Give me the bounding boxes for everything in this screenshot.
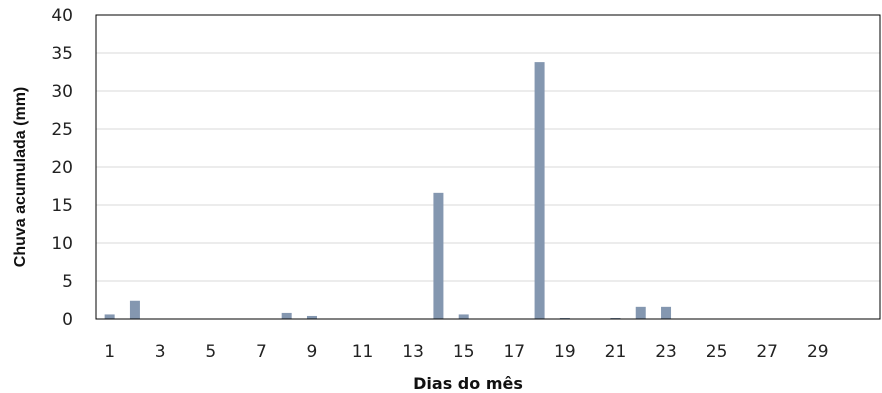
- y-tick-label: 25: [51, 120, 73, 140]
- plot-frame: [95, 14, 881, 320]
- x-tick-label: 13: [402, 342, 424, 362]
- bar-day-15: [458, 314, 469, 319]
- x-tick-label: 23: [655, 342, 677, 362]
- y-tick-label: 35: [51, 44, 73, 64]
- bar-day-18: [534, 62, 545, 320]
- y-tick-label: 15: [51, 196, 73, 216]
- y-tick-label: 10: [51, 234, 73, 254]
- x-tick-label: 27: [756, 342, 778, 362]
- y-axis-ticks: 0 5 10 15 20 25 30 35 40: [51, 6, 73, 330]
- x-tick-label: 7: [256, 342, 267, 362]
- bars: [104, 62, 672, 320]
- bar-day-14: [433, 192, 444, 319]
- bar-day-2: [129, 300, 140, 319]
- x-tick-label: 3: [155, 342, 166, 362]
- x-tick-label: 21: [605, 342, 627, 362]
- y-tick-label: 20: [51, 158, 73, 178]
- gridlines: [96, 52, 880, 282]
- x-tick-label: 15: [453, 342, 475, 362]
- x-tick-label: 9: [307, 342, 318, 362]
- bar-day-22: [635, 306, 646, 319]
- bar-day-23: [661, 306, 672, 319]
- bar-day-1: [104, 314, 115, 319]
- bar-day-8: [281, 312, 292, 319]
- y-tick-label: 40: [51, 6, 73, 26]
- y-tick-label: 30: [51, 82, 73, 102]
- x-tick-label: 29: [807, 342, 829, 362]
- x-tick-label: 1: [104, 342, 115, 362]
- y-axis-title: Chuva acumulada (mm): [12, 87, 29, 267]
- x-tick-label: 17: [503, 342, 525, 362]
- x-axis-title: Dias do mês: [413, 374, 523, 393]
- x-tick-label: 19: [554, 342, 576, 362]
- x-tick-label: 25: [706, 342, 728, 362]
- x-tick-label: 5: [205, 342, 216, 362]
- x-axis-ticks: 1 3 5 7 9 11 13 15 17 19 21 23 25 27 29: [104, 342, 828, 362]
- y-tick-label: 0: [62, 310, 73, 330]
- bar-day-9: [306, 315, 317, 319]
- x-tick-label: 11: [352, 342, 374, 362]
- y-tick-label: 5: [62, 272, 73, 292]
